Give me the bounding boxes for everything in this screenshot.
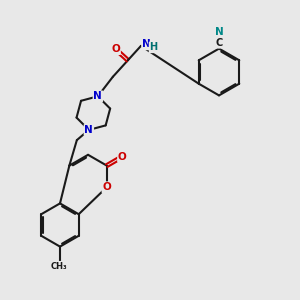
Text: CH₃: CH₃ bbox=[50, 262, 67, 271]
Text: N: N bbox=[142, 39, 151, 50]
Text: O: O bbox=[118, 152, 127, 162]
Text: O: O bbox=[111, 44, 120, 54]
Text: N: N bbox=[214, 27, 224, 37]
Text: N: N bbox=[85, 125, 93, 135]
Text: H: H bbox=[149, 42, 158, 52]
Text: N: N bbox=[94, 91, 102, 101]
Text: O: O bbox=[102, 182, 111, 192]
Text: C: C bbox=[215, 38, 223, 48]
